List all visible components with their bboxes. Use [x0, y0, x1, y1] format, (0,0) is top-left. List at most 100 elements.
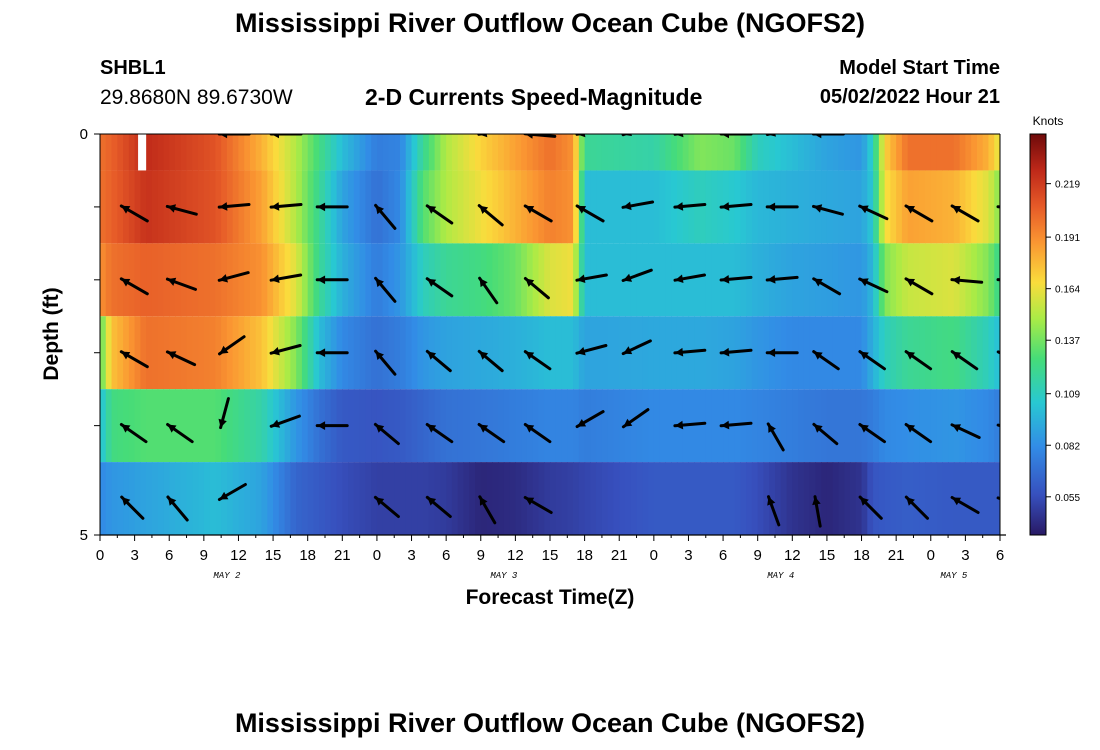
- heatmap-cell: [630, 243, 638, 317]
- heatmap-cell: [382, 134, 390, 171]
- heatmap-cell: [411, 243, 418, 317]
- heatmap-cell: [601, 389, 609, 463]
- heatmap-cell: [919, 389, 926, 463]
- heatmap-cell: [244, 243, 251, 317]
- heatmap-cell: [486, 462, 493, 535]
- heatmap-cell: [400, 462, 407, 535]
- arrow-head: [576, 347, 586, 356]
- current-arrow: [996, 205, 1000, 209]
- arrow-head: [952, 205, 962, 214]
- heatmap-cell: [844, 170, 851, 244]
- heatmap-cell: [319, 462, 326, 535]
- heatmap-cell: [890, 134, 897, 171]
- heatmap-cell: [936, 316, 943, 390]
- heatmap-cell: [290, 389, 297, 463]
- heatmap-cell: [475, 462, 482, 535]
- current-arrow: [269, 344, 302, 356]
- arrow-head: [525, 278, 535, 287]
- current-arrow: [812, 277, 842, 296]
- current-arrow: [217, 483, 247, 501]
- heatmap-cell: [844, 389, 851, 463]
- heatmap-cell: [630, 170, 638, 244]
- heatmap-cell: [780, 389, 788, 463]
- heatmap-cell: [965, 170, 972, 244]
- current-arrow: [523, 277, 550, 300]
- heatmap-cell: [855, 462, 863, 535]
- heatmap-cell: [896, 243, 903, 317]
- heatmap-cell: [815, 134, 822, 171]
- heatmap-cell: [371, 243, 378, 317]
- heatmap-cell: [117, 134, 124, 171]
- arrow-head: [317, 421, 326, 430]
- current-arrow: [425, 349, 452, 373]
- heatmap-cell: [590, 462, 597, 535]
- arrow-head: [317, 275, 326, 285]
- heatmap-cell: [238, 389, 245, 463]
- heatmap-cell: [919, 170, 926, 244]
- heatmap-cell: [538, 134, 545, 171]
- heatmap-cell: [175, 170, 182, 244]
- heatmap-cell: [901, 389, 909, 463]
- heatmap-cell: [296, 389, 303, 463]
- heatmap-cell: [290, 134, 297, 171]
- heatmap-cell: [803, 389, 811, 463]
- heatmap-cell: [301, 134, 309, 171]
- heatmap-cell: [573, 134, 580, 171]
- current-arrow: [218, 397, 230, 430]
- heatmap-cell: [486, 243, 493, 317]
- colorbar-tick-label: 0.137: [1055, 336, 1080, 347]
- heatmap-cell: [509, 170, 516, 244]
- heatmap-cell: [238, 170, 245, 244]
- heatmap-cell: [353, 316, 361, 390]
- heatmap-cell: [757, 462, 765, 535]
- current-arrow: [269, 273, 303, 283]
- station-id: SHBL1: [100, 57, 166, 79]
- heatmap-cell: [226, 134, 234, 171]
- heatmap-cell: [417, 134, 424, 171]
- current-arrow: [523, 423, 552, 444]
- heatmap-cell: [313, 134, 320, 171]
- heatmap-cell: [434, 170, 441, 244]
- heatmap-cell: [417, 316, 424, 390]
- heatmap-cell: [469, 134, 476, 171]
- colorbar-gradient: [1029, 133, 1047, 536]
- heatmap-cell: [180, 243, 188, 317]
- heatmap-cell: [278, 134, 286, 171]
- heatmap-cell: [942, 134, 949, 171]
- heatmap-cell: [976, 389, 984, 463]
- heatmap-cell: [901, 134, 909, 171]
- arrow-head: [427, 424, 437, 433]
- heatmap-cell: [405, 389, 413, 463]
- arrow-head: [317, 348, 326, 357]
- heatmap-cell: [221, 134, 228, 171]
- heatmap-cell: [255, 243, 263, 317]
- heatmap-cell: [382, 243, 390, 317]
- heatmap-cell: [209, 389, 216, 463]
- arrow-head: [768, 423, 776, 433]
- heatmap-cell: [446, 243, 453, 317]
- heatmap-cell: [313, 462, 320, 535]
- heatmap-cell: [901, 316, 909, 390]
- heatmap-cell: [971, 134, 978, 171]
- heatmap-cell: [867, 170, 874, 244]
- current-arrow: [996, 278, 1000, 282]
- heatmap-cell: [469, 243, 476, 317]
- arrow-head: [721, 202, 730, 211]
- heatmap-cell: [861, 134, 868, 171]
- heatmap-cell: [146, 243, 153, 317]
- heatmap-cell: [544, 170, 551, 244]
- heatmap-cell: [480, 243, 488, 317]
- heatmap-cell: [209, 316, 216, 390]
- heatmap-cell: [163, 134, 170, 171]
- current-arrow: [673, 273, 706, 283]
- heatmap-cell: [498, 316, 505, 390]
- heatmap-cell: [700, 134, 707, 171]
- arrow-head: [121, 497, 131, 506]
- arrow-head: [767, 134, 776, 137]
- heatmap-cell: [469, 389, 476, 463]
- current-arrow: [858, 204, 889, 221]
- heatmap-cell: [896, 134, 903, 171]
- heatmap-cell: [105, 316, 113, 390]
- heatmap-cell: [157, 134, 165, 171]
- heatmap-cell: [186, 462, 193, 535]
